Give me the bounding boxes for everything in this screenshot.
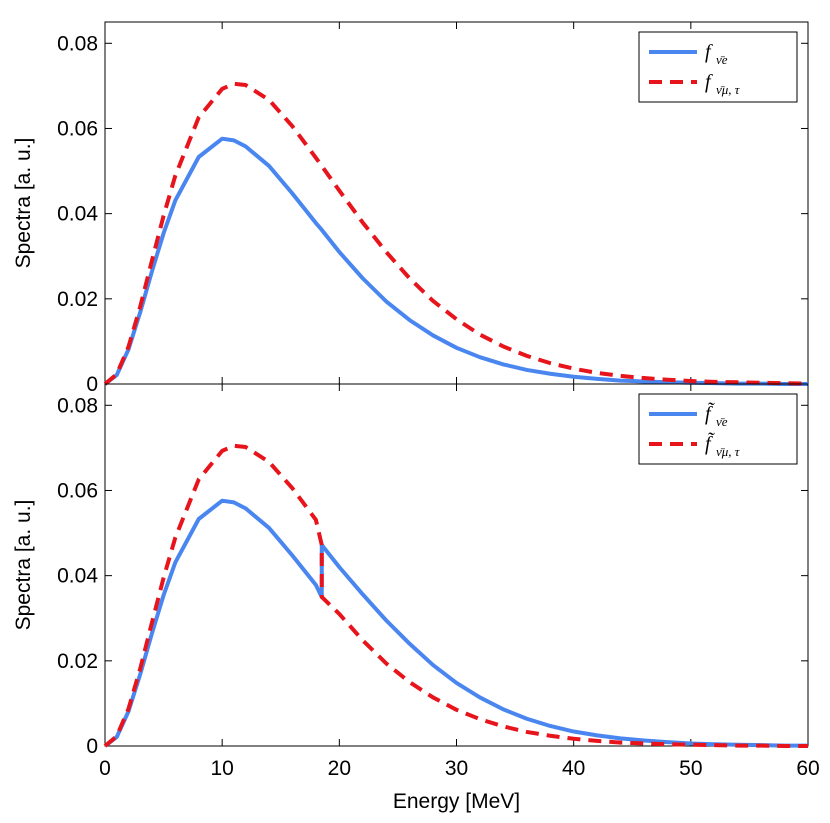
x-tick-label: 10 bbox=[210, 757, 233, 780]
y-tick-label: 0.06 bbox=[57, 479, 98, 502]
x-tick-label: 40 bbox=[562, 757, 585, 780]
panel-2: 0 10 20 30 40 50 60 0 0.02 0.04 0.06 0.08 Spectra [a… bbox=[12, 383, 820, 813]
y-tick-label: 0.02 bbox=[57, 288, 98, 311]
legend-sub-2: ν̄μ, τ bbox=[716, 444, 741, 459]
legend-sub-1: ν̄e bbox=[716, 52, 728, 67]
x-tick-label: 0 bbox=[99, 757, 111, 780]
y-axis-title: Spectra [a. u.] bbox=[12, 500, 35, 631]
y-tick-label: 0.04 bbox=[57, 203, 98, 226]
legend-label-2: f bbox=[705, 71, 713, 93]
y-tick-label: 0.08 bbox=[57, 394, 98, 417]
legend-label-2: f̃ bbox=[705, 431, 715, 455]
y-tick-label: 0.06 bbox=[57, 117, 98, 140]
series-line-2 bbox=[103, 81, 809, 386]
y-tick-label: 0.04 bbox=[57, 565, 98, 588]
series-line-1 bbox=[103, 498, 808, 748]
x-tick-label: 60 bbox=[796, 757, 819, 780]
y-tick-label: 0.02 bbox=[57, 650, 98, 673]
x-tick-label: 50 bbox=[679, 757, 702, 780]
legend-sub-2: ν̄μ, τ bbox=[716, 82, 741, 97]
legend-sub-1: ν̄e bbox=[716, 414, 728, 429]
x-tick-label: 20 bbox=[328, 757, 351, 780]
x-tick-label: 30 bbox=[445, 757, 468, 780]
series-line-2 bbox=[103, 443, 808, 748]
series-line-1 bbox=[103, 136, 808, 386]
legend-label-1: f̃ bbox=[705, 401, 715, 425]
x-axis-title: Energy [MeV] bbox=[393, 790, 520, 813]
y-tick-label: 0 bbox=[86, 373, 98, 396]
y-axis-title: Spectra [a. u.] bbox=[12, 138, 35, 269]
y-tick-label: 0 bbox=[86, 735, 98, 758]
legend-label-1: f bbox=[705, 41, 713, 63]
legend-box bbox=[638, 31, 798, 103]
y-tick-label: 0.08 bbox=[57, 32, 98, 55]
legend-box bbox=[638, 393, 798, 465]
